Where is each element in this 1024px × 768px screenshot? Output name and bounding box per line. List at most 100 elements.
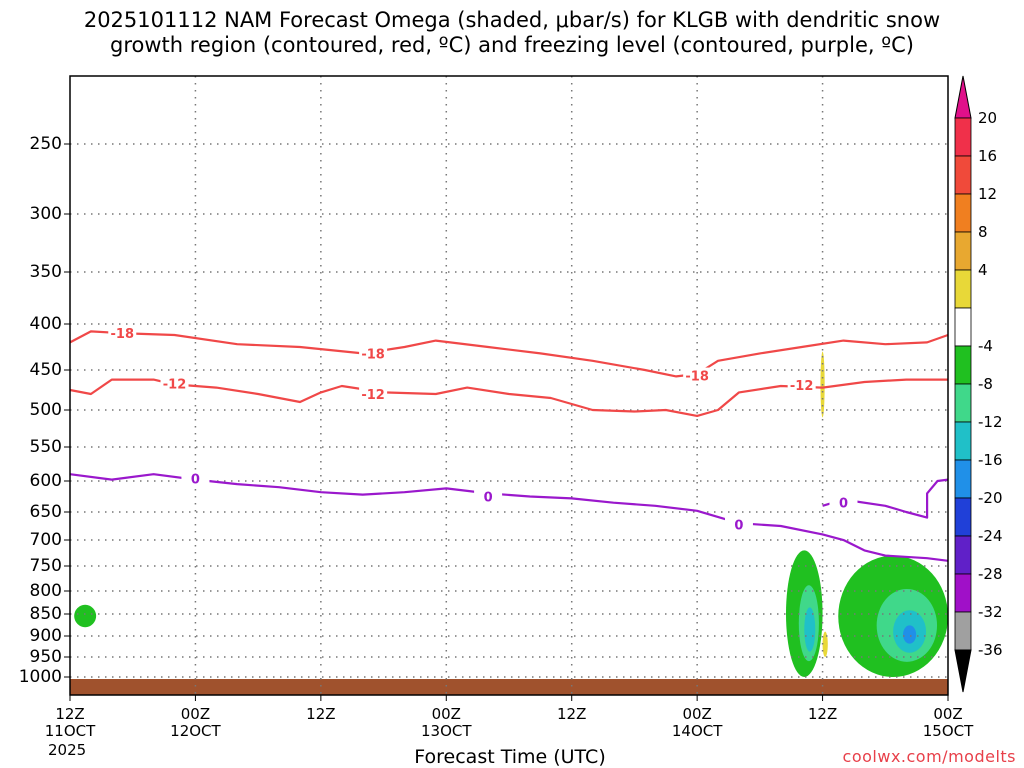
y-tick-label-650: 650 [29, 502, 62, 522]
x-tick-label-6: 12Z [788, 706, 858, 723]
contour-label-1-0: -12 [163, 378, 187, 393]
x-tick-date: 14OCT [671, 722, 723, 740]
colorbar-label-12: -32 [978, 603, 1003, 621]
y-tick-label-600: 600 [29, 471, 62, 491]
y-tick-label-300: 300 [29, 204, 62, 224]
x-tick-date: 12OCT [170, 722, 221, 740]
colorbar-segment-3 [954, 231, 972, 271]
contour-label-1-1: -12 [361, 388, 385, 403]
y-tick-label-1000: 1000 [18, 667, 62, 687]
colorbar-label-1: 16 [978, 147, 998, 165]
terrain-fill [70, 679, 948, 695]
contour-label-0-1: -18 [361, 347, 385, 362]
colorbar-segment-13 [954, 611, 972, 651]
chart-title-line1: 2025101112 NAM Forecast Omega (shaded, μ… [83, 8, 941, 32]
y-tick-label-900: 900 [29, 626, 62, 646]
colorbar-bottom-arrow [954, 649, 972, 693]
colorbar-segment-8 [954, 421, 972, 461]
omega-region-0 [74, 604, 97, 628]
contour-label-bg-2-2 [724, 516, 753, 533]
y-tick-label-250: 250 [29, 134, 62, 154]
x-tick-date: 11OCT [44, 722, 96, 740]
contour-label-bg-1-1 [359, 386, 388, 402]
x-tick-time: 12Z [306, 705, 336, 723]
contour-label-bg-0-0 [108, 325, 137, 342]
chart-title-line2: growth region (contoured, red, ºC) and f… [110, 33, 914, 57]
x-tick-label-5: 00Z 14OCT [662, 706, 732, 740]
x-axis-year: 2025 [48, 741, 87, 759]
y-tick-label-850: 850 [29, 604, 62, 624]
x-tick-time: 12Z [807, 705, 838, 723]
y-tick-label-350: 350 [29, 262, 62, 282]
contour-label-0-2: -18 [685, 370, 709, 385]
x-tick-label-4: 12Z [537, 706, 607, 723]
colorbar-label-9: -20 [978, 489, 1003, 507]
colorbar-segment-4 [954, 269, 972, 309]
colorbar-label-0: 20 [978, 109, 998, 127]
colorbar-segment-10 [954, 497, 972, 537]
colorbar-segment-9 [954, 459, 972, 499]
x-tick-time: 00Z [180, 705, 211, 723]
y-tick-label-750: 750 [29, 556, 62, 576]
contour-label-bg-1-0 [160, 375, 189, 392]
x-tick-date: 13OCT [421, 722, 472, 740]
y-tick-label-400: 400 [29, 314, 62, 334]
colorbar-segment-2 [954, 193, 972, 233]
colorbar-segment-5 [954, 307, 972, 347]
contour-label-2-1: 0 [484, 491, 493, 506]
x-tick-label-2: 12Z [286, 706, 356, 723]
y-tick-label-550: 550 [29, 437, 62, 457]
contour-label-1-2: -12 [790, 379, 814, 394]
contour-label-0-0: -18 [111, 327, 135, 342]
omega-region-3 [822, 631, 828, 657]
colorbar-label-8: -16 [978, 451, 1003, 469]
x-tick-label-7: 00Z 15OCT [913, 706, 983, 740]
omega-core2-1 [804, 607, 816, 652]
y-tick-label-500: 500 [29, 400, 62, 420]
x-tick-label-3: 00Z 13OCT [411, 706, 481, 740]
colorbar-segment-7 [954, 383, 972, 423]
x-tick-time: 12Z [55, 705, 85, 723]
contour-label-bg-2-0 [181, 470, 210, 487]
y-tick-label-950: 950 [29, 647, 62, 667]
colorbar-segment-0 [954, 117, 972, 157]
contour-label-bg-1-2 [787, 377, 816, 394]
contour-label-bg-2-1 [474, 488, 503, 505]
x-tick-time: 00Z [431, 705, 461, 723]
contour-label-2-0: 0 [191, 472, 200, 487]
x-tick-time: 00Z [682, 705, 712, 723]
contour-label-bg-0-2 [683, 367, 712, 384]
x-tick-label-1: 00Z 12OCT [160, 706, 230, 740]
x-tick-time: 12Z [557, 705, 587, 723]
site-credit[interactable]: coolwx.com/modelts [842, 747, 1016, 766]
plot-frame [69, 75, 949, 696]
colorbar-segment-1 [954, 155, 972, 195]
contour-line-2 [69, 473, 949, 562]
contour-line-0 [69, 330, 949, 378]
contour-label-bg-3-0 [829, 494, 858, 511]
contour-label-2-2: 0 [734, 518, 743, 533]
colorbar-label-6: -8 [978, 375, 993, 393]
contour-label-bg-0-1 [359, 345, 388, 362]
colorbar-label-13: -36 [978, 641, 1003, 659]
omega-core3-4 [903, 625, 917, 644]
y-tick-label-450: 450 [29, 360, 62, 380]
contour-label-3-0: 0 [839, 497, 848, 512]
y-tick-label-700: 700 [29, 530, 62, 550]
colorbar-label-5: -4 [978, 337, 993, 355]
colorbar-segment-12 [954, 573, 972, 613]
x-tick-date: 15OCT [922, 722, 974, 740]
colorbar-label-10: -24 [978, 527, 1003, 545]
colorbar-label-3: 8 [978, 223, 988, 241]
colorbar-label-2: 12 [978, 185, 998, 203]
colorbar-segment-11 [954, 535, 972, 575]
colorbar-label-7: -12 [978, 413, 1003, 431]
y-tick-label-800: 800 [29, 581, 62, 601]
colorbar-label-11: -28 [978, 565, 1003, 583]
x-tick-time: 00Z [933, 705, 963, 723]
colorbar-top-arrow [954, 75, 972, 119]
x-tick-label-0: 12Z 11OCT [35, 706, 105, 740]
x-axis-title: Forecast Time (UTC) [414, 746, 606, 768]
colorbar-label-4: 4 [978, 261, 988, 279]
colorbar-segment-6 [954, 345, 972, 385]
